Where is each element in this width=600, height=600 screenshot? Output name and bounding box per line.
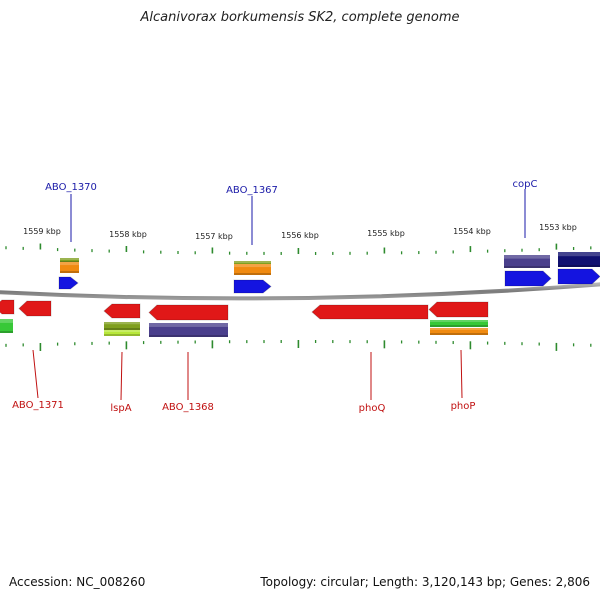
genome-summary-text: Topology: circular; Length: 3,120,143 bp…	[260, 575, 590, 589]
gene-features	[0, 252, 600, 337]
scale-label: 1555 kbp	[367, 229, 405, 238]
gene-label-abo1367[interactable]: ABO_1367	[226, 185, 278, 196]
gene-feature-phop-rna[interactable]	[430, 320, 488, 327]
accession-text: Accession: NC_008260	[9, 575, 146, 589]
gene-feature-next-cds[interactable]	[557, 268, 600, 285]
scale-label: 1558 kbp	[109, 230, 147, 239]
gene-feature-next[interactable]	[558, 252, 600, 267]
gene-feature-abo1370[interactable]	[60, 262, 79, 273]
scale-label: 1556 kbp	[281, 231, 319, 240]
scale-label: 1553 kbp	[539, 223, 577, 232]
gene-feature-lspa-rna[interactable]	[104, 322, 140, 330]
gene-feature-edge-left[interactable]	[0, 299, 15, 315]
gene-feature-phop-rna2[interactable]	[430, 328, 488, 335]
gene-feature-abo1371[interactable]	[18, 300, 52, 317]
gene-feature-phoq[interactable]	[311, 304, 429, 320]
scale-ticks-top	[5, 243, 592, 255]
gene-label-abo1368[interactable]: ABO_1368	[162, 402, 214, 413]
scale-ticks-bottom	[5, 340, 592, 351]
map-title: Alcanivorax borkumensis SK2, complete ge…	[140, 10, 460, 25]
gene-feature-abo1368-rna[interactable]	[149, 323, 228, 337]
gene-label-abo1370[interactable]: ABO_1370	[45, 182, 97, 193]
gene-feature-lspa-rna2[interactable]	[104, 330, 140, 336]
gene-label-phoq[interactable]: phoQ	[359, 403, 386, 414]
scale-label: 1559 kbp	[23, 227, 61, 236]
gene-feature-edge-left-rna[interactable]	[0, 319, 13, 333]
gene-feature-lspa[interactable]	[103, 303, 141, 319]
gene-feature-abo1368[interactable]	[148, 304, 229, 321]
gene-feature-copc-cds[interactable]	[504, 270, 552, 287]
gene-feature-abo1367[interactable]	[234, 264, 271, 275]
leader-line	[120, 351, 123, 401]
leader-line	[32, 349, 39, 399]
scale-label: 1554 kbp	[453, 227, 491, 236]
gene-feature-abo1370-cds[interactable]	[58, 276, 79, 290]
gene-label-phop[interactable]: phoP	[451, 401, 476, 412]
gene-label-copc[interactable]: copC	[513, 179, 538, 190]
gene-label-lspa[interactable]: lspA	[110, 403, 131, 414]
genome-backbone	[0, 282, 600, 301]
gene-label-abo1371[interactable]: ABO_1371	[12, 400, 64, 411]
gene-feature-phop[interactable]	[428, 301, 489, 318]
gene-feature-copc[interactable]	[504, 255, 550, 268]
gene-feature-abo1367-cds[interactable]	[233, 279, 272, 294]
scale-label: 1557 kbp	[195, 232, 233, 241]
leader-line	[460, 349, 463, 399]
